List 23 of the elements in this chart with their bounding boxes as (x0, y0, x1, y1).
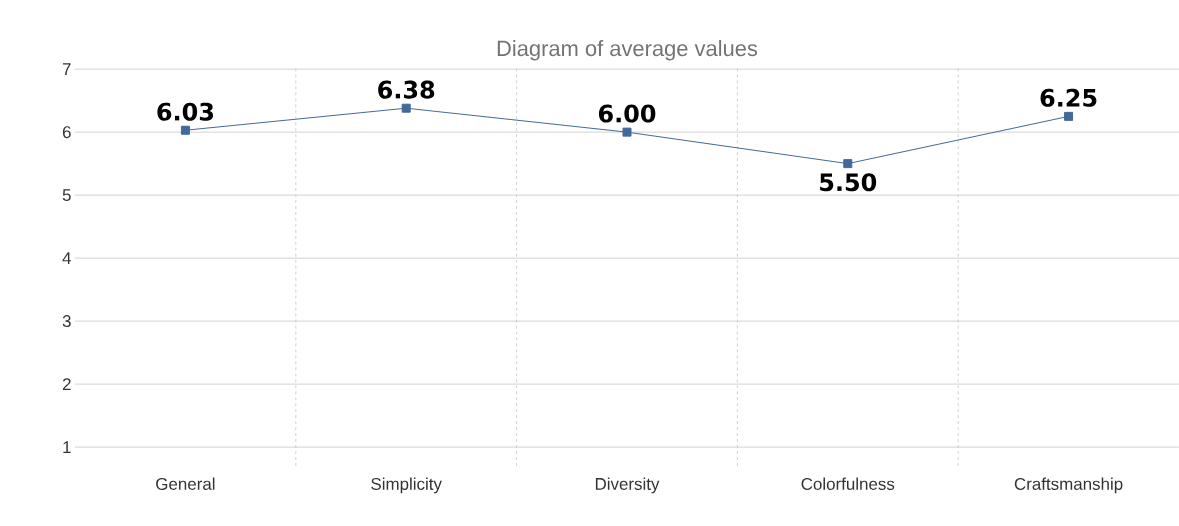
point (622, 127, 632, 137)
chart-title: Diagram of average values (497, 40, 758, 61)
y-tick-label: 6 (62, 126, 71, 139)
text: 5.50 (820, 173, 877, 192)
point (843, 159, 853, 169)
y-tick-label: 2 (62, 378, 71, 391)
x-tick-label: General (156, 477, 215, 490)
point (401, 103, 411, 113)
point (180, 125, 190, 135)
text: 6.00 (598, 104, 656, 123)
y-tick-label: 3 (62, 315, 71, 328)
text: 6.25 (1040, 88, 1097, 107)
x-tick-label: Simplicity (371, 477, 442, 494)
y-tick-label: 7 (62, 63, 71, 75)
y-tick-label: 4 (62, 252, 71, 264)
point (1064, 111, 1074, 121)
x-tick-label: Colorfulness (801, 477, 895, 490)
text: 6.38 (378, 80, 435, 99)
text: 6.03 (157, 102, 214, 121)
x-tick-label: Diversity (595, 477, 660, 494)
x-tick-label: Craftsmanship (1014, 477, 1123, 494)
y-tick-label: 1 (63, 441, 71, 453)
y-tick-label: 5 (62, 189, 71, 202)
